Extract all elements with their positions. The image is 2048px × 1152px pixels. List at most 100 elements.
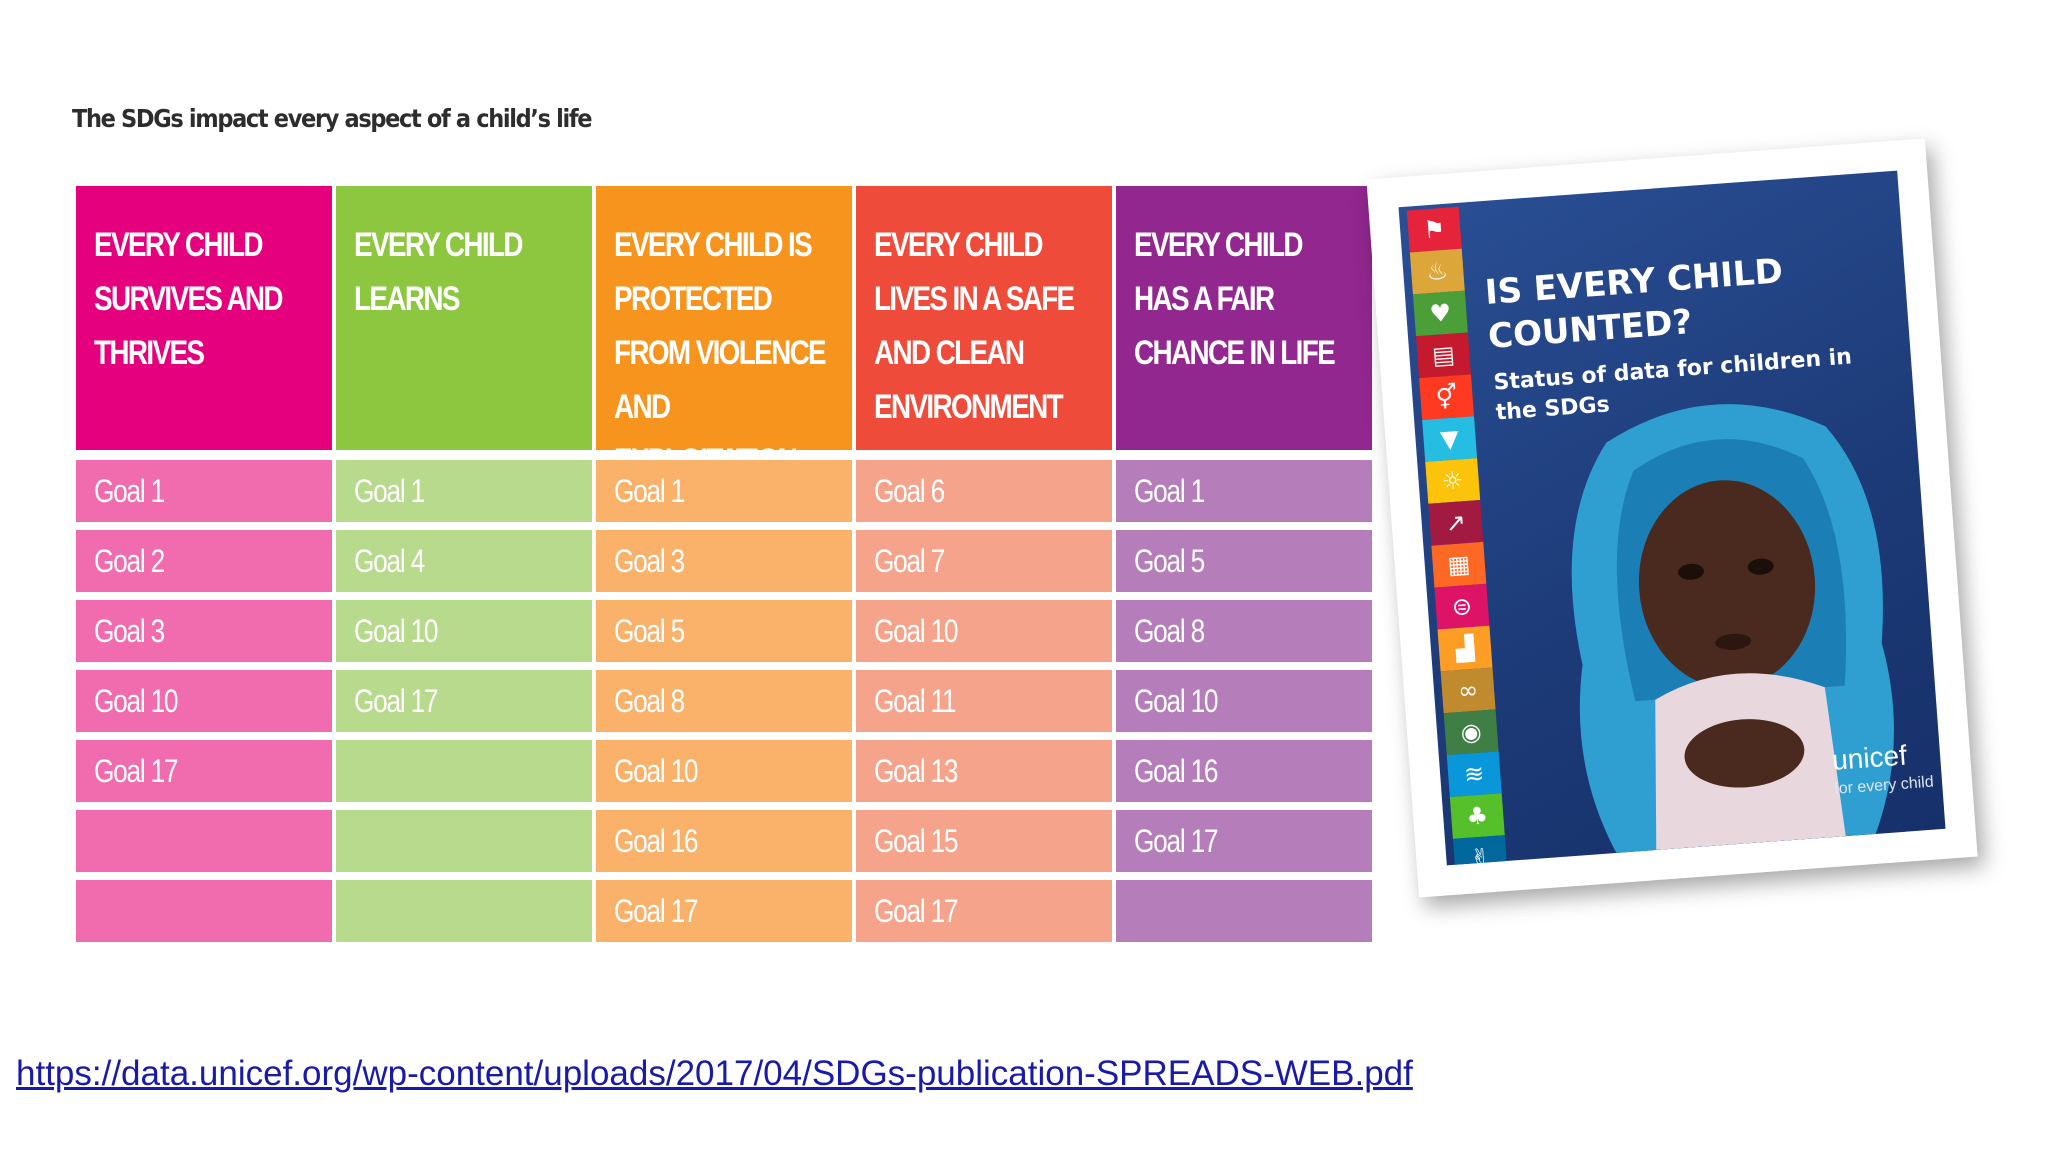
goal-label: Goal 10 — [1134, 683, 1219, 719]
goal-label: Goal 2 — [94, 543, 165, 579]
gender-equality-icon: ⚥ — [1419, 374, 1475, 421]
consumption-icon: ∞ — [1440, 667, 1496, 714]
ocean-icon: ≋ — [1446, 751, 1502, 798]
goal-cell: Goal 17 — [1116, 810, 1372, 872]
goal-cell: Goal 17 — [76, 740, 332, 802]
column-title: EVERY CHILD HAS A FAIR CHANCE IN LIFE — [1134, 226, 1336, 372]
report-cover: ⚑ ♨ ♥ ▤ ⚥ ▼ ☼ ↗ ▦ ⊜ ▟ ∞ ◉ ≋ ♣ ✌ IS EVERY… — [1398, 170, 1946, 866]
goal-cell: Goal 8 — [1116, 600, 1372, 662]
goal-cell: Goal 10 — [856, 600, 1112, 662]
education-icon: ▤ — [1416, 332, 1471, 379]
poverty-icon: ⚑ — [1406, 206, 1462, 253]
goal-label: Goal 17 — [1134, 823, 1219, 859]
goal-cell: Goal 1 — [76, 460, 332, 522]
goal-cell: Goal 17 — [336, 670, 592, 732]
goal-cell — [336, 810, 592, 872]
goal-label: Goal 16 — [614, 823, 699, 859]
goal-cell: Goal 16 — [1116, 740, 1372, 802]
goal-label: Goal 10 — [614, 753, 699, 789]
report-cover-photo: ⚑ ♨ ♥ ▤ ⚥ ▼ ☼ ↗ ▦ ⊜ ▟ ∞ ◉ ≋ ♣ ✌ IS EVERY… — [1366, 138, 1978, 898]
baby-eye-left — [1678, 563, 1704, 580]
goal-label: Goal 3 — [614, 543, 685, 579]
source-link[interactable]: https://data.unicef.org/wp-content/uploa… — [16, 1054, 1413, 1093]
goal-label: Goal 17 — [94, 753, 179, 789]
goal-cell: Goal 6 — [856, 460, 1112, 522]
inequality-icon: ⊜ — [1434, 583, 1490, 630]
goal-label: Goal 13 — [874, 753, 959, 789]
goal-label: Goal 10 — [354, 613, 439, 649]
goal-cell: Goal 2 — [76, 530, 332, 592]
goal-label: Goal 7 — [874, 543, 945, 579]
goal-cell — [336, 740, 592, 802]
unicef-logo: unicef — [1831, 739, 1908, 776]
baby-eye-right — [1747, 558, 1774, 575]
land-icon: ♣ — [1449, 793, 1505, 839]
sdg-icon-strip: ⚑ ♨ ♥ ▤ ⚥ ▼ ☼ ↗ ▦ ⊜ ▟ ∞ ◉ ≋ ♣ ✌ — [1406, 206, 1508, 866]
goal-label: Goal 17 — [614, 893, 699, 929]
goal-cell: Goal 5 — [596, 600, 852, 662]
page-heading: The SDGs impact every aspect of a child’… — [72, 104, 593, 133]
goal-label: Goal 17 — [874, 893, 959, 929]
column-header: EVERY CHILD HAS A FAIR CHANCE IN LIFE — [1116, 186, 1372, 450]
goal-cell: Goal 10 — [596, 740, 852, 802]
cities-icon: ▟ — [1437, 625, 1493, 672]
goal-label: Goal 8 — [614, 683, 685, 719]
goal-cell: Goal 7 — [856, 530, 1112, 592]
goal-cell: Goal 1 — [1116, 460, 1372, 522]
peace-icon: ✌ — [1452, 835, 1508, 866]
goal-cell: Goal 3 — [76, 600, 332, 662]
goal-cell: Goal 1 — [336, 460, 592, 522]
goal-label: Goal 15 — [874, 823, 959, 859]
goal-label: Goal 1 — [354, 473, 425, 509]
goal-label: Goal 17 — [354, 683, 439, 719]
goal-cell: Goal 11 — [856, 670, 1112, 732]
baby-mouth — [1715, 633, 1752, 650]
health-icon: ♥ — [1412, 290, 1468, 337]
goal-label: Goal 16 — [1134, 753, 1219, 789]
column-header: EVERY CHILD SURVIVES AND THRIVES — [76, 186, 332, 450]
goal-label: Goal 10 — [874, 613, 959, 649]
hunger-icon: ♨ — [1409, 248, 1465, 295]
growth-icon: ↗ — [1428, 500, 1484, 546]
column-title: EVERY CHILD LEARNS — [354, 226, 524, 318]
goal-cell — [76, 880, 332, 942]
goal-cell: Goal 10 — [1116, 670, 1372, 732]
column-header: EVERY CHILD LEARNS — [336, 186, 592, 450]
goal-cell: Goal 8 — [596, 670, 852, 732]
baby-hands — [1684, 719, 1805, 788]
column-header: EVERY CHILD IS PROTECTED FROM VIOLENCE A… — [596, 186, 852, 480]
column-title: EVERY CHILD LIVES IN A SAFE AND CLEAN EN… — [874, 226, 1075, 426]
goal-cell — [76, 810, 332, 872]
goal-label: Goal 1 — [94, 473, 165, 509]
goal-cell: Goal 17 — [856, 880, 1112, 942]
goal-cell: Goal 17 — [596, 880, 852, 942]
goal-cell — [1116, 880, 1372, 942]
column-header: EVERY CHILD LIVES IN A SAFE AND CLEAN EN… — [856, 186, 1112, 450]
goal-cell: Goal 4 — [336, 530, 592, 592]
goal-label: Goal 3 — [94, 613, 165, 649]
industry-icon: ▦ — [1431, 541, 1487, 588]
water-icon: ▼ — [1422, 416, 1478, 462]
column-title: EVERY CHILD SURVIVES AND THRIVES — [94, 226, 284, 372]
goal-label: Goal 11 — [874, 683, 957, 719]
goal-label: Goal 5 — [614, 613, 685, 649]
goal-label: Goal 4 — [354, 543, 425, 579]
goal-cell: Goal 10 — [336, 600, 592, 662]
goal-cell: Goal 10 — [76, 670, 332, 732]
goal-label: Goal 10 — [94, 683, 179, 719]
goal-cell: Goal 16 — [596, 810, 852, 872]
cover-title: IS EVERY CHILD COUNTED? — [1483, 251, 1785, 357]
goal-label: Goal 6 — [874, 473, 945, 509]
goal-cell: Goal 15 — [856, 810, 1112, 872]
baby-photo — [1571, 404, 1894, 853]
goal-cell: Goal 1 — [596, 460, 852, 522]
goal-label: Goal 1 — [614, 473, 685, 509]
goal-cell: Goal 3 — [596, 530, 852, 592]
goal-cell: Goal 13 — [856, 740, 1112, 802]
column-title: EVERY CHILD IS PROTECTED FROM VIOLENCE A… — [614, 226, 827, 480]
baby-face — [1638, 480, 1816, 689]
goal-label: Goal 5 — [1134, 543, 1205, 579]
goal-cell: Goal 5 — [1116, 530, 1372, 592]
climate-icon: ◉ — [1443, 709, 1499, 756]
energy-icon: ☼ — [1425, 458, 1481, 504]
